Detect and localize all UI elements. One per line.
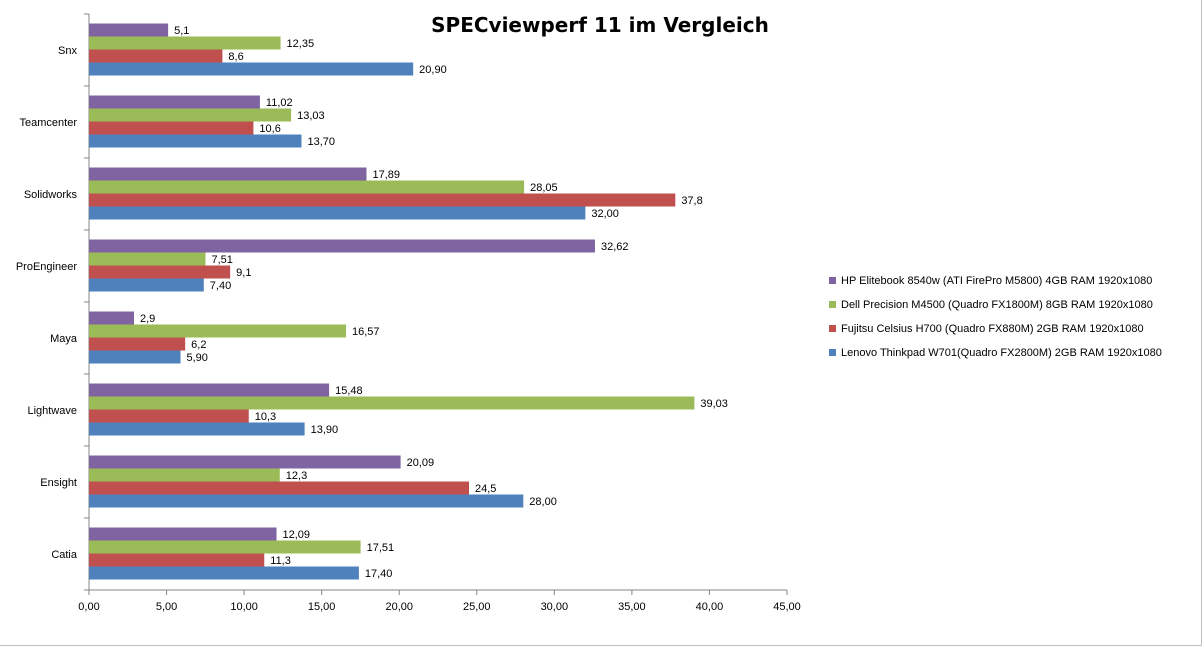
bar: [89, 193, 676, 207]
x-tick-label: 35,00: [618, 601, 646, 613]
x-tick-label: 30,00: [541, 601, 569, 613]
bar: [89, 494, 524, 508]
bar: [89, 180, 525, 194]
data-label: 12,09: [283, 529, 311, 541]
bar: [89, 566, 359, 580]
data-label: 20,90: [419, 64, 447, 76]
data-label: 13,70: [308, 136, 336, 148]
legend-label: Fujitsu Celsius H700 (Quadro FX880M) 2GB…: [841, 323, 1144, 335]
bar: [89, 468, 280, 482]
category-label: Teamcenter: [20, 117, 78, 129]
legend-label: Lenovo Thinkpad W701(Quadro FX2800M) 2GB…: [841, 347, 1162, 359]
data-label: 10,3: [255, 411, 276, 423]
data-label: 7,51: [211, 254, 232, 266]
legend-swatch: [829, 349, 836, 356]
bar: [89, 481, 470, 495]
data-label: 20,09: [407, 457, 435, 469]
category-label: Ensight: [40, 477, 77, 489]
bar: [89, 108, 292, 122]
legend-label: HP Elitebook 8540w (ATI FirePro M5800) 4…: [841, 275, 1152, 287]
bar: [89, 121, 254, 135]
x-tick-label: 15,00: [308, 601, 336, 613]
x-tick-label: 20,00: [385, 601, 413, 613]
legend-swatch: [829, 325, 836, 332]
bar: [89, 337, 186, 351]
data-label: 24,5: [475, 483, 496, 495]
data-label: 37,8: [681, 195, 702, 207]
data-label: 17,40: [365, 568, 393, 580]
bar: [89, 455, 401, 469]
bar: [89, 311, 134, 325]
bar: [89, 23, 169, 37]
bar: [89, 36, 281, 50]
legend-swatch: [829, 301, 836, 308]
x-tick-label: 45,00: [773, 601, 801, 613]
legend-swatch: [829, 277, 836, 284]
category-label: Solidworks: [24, 189, 78, 201]
data-label: 9,1: [236, 267, 251, 279]
x-tick-label: 40,00: [696, 601, 724, 613]
bar: [89, 134, 302, 148]
data-label: 13,03: [297, 110, 325, 122]
data-label: 5,90: [187, 352, 208, 364]
bar: [89, 206, 586, 220]
data-label: 11,02: [266, 97, 293, 109]
bar: [89, 540, 361, 554]
x-tick-label: 5,00: [156, 601, 177, 613]
bar: [89, 527, 277, 541]
bar: [89, 278, 204, 292]
bar: [89, 239, 595, 253]
data-label: 17,89: [372, 169, 400, 181]
data-label: 12,3: [286, 470, 307, 482]
x-tick-label: 0,00: [78, 601, 99, 613]
category-label: ProEngineer: [16, 261, 77, 273]
bar: [89, 265, 231, 279]
data-label: 32,62: [601, 241, 629, 253]
data-label: 2,9: [140, 313, 155, 325]
data-label: 5,1: [174, 25, 189, 37]
data-label: 15,48: [335, 385, 363, 397]
data-label: 28,05: [530, 182, 558, 194]
bar: [89, 350, 181, 364]
x-tick-label: 10,00: [230, 601, 258, 613]
category-label: Lightwave: [27, 405, 77, 417]
data-label: 16,57: [352, 326, 380, 338]
data-label: 6,2: [191, 339, 206, 351]
data-label: 7,40: [210, 280, 231, 292]
data-label: 12,35: [287, 38, 315, 50]
bar: [89, 49, 223, 63]
data-label: 11,3: [270, 555, 291, 567]
bar: [89, 95, 260, 109]
x-tick-label: 25,00: [463, 601, 491, 613]
chart-title: SPECviewperf 11 im Vergleich: [431, 13, 769, 37]
bar: [89, 167, 367, 181]
category-label: Maya: [50, 333, 78, 345]
bar: [89, 553, 265, 567]
legend-label: Dell Precision M4500 (Quadro FX1800M) 8G…: [841, 299, 1153, 311]
bar: [89, 383, 330, 397]
data-label: 10,6: [259, 123, 280, 135]
category-label: Snx: [58, 45, 77, 57]
bar: [89, 422, 305, 436]
data-label: 17,51: [367, 542, 395, 554]
bar: [89, 396, 695, 410]
bar: [89, 409, 249, 423]
data-label: 39,03: [700, 398, 728, 410]
category-label: Catia: [51, 549, 78, 561]
bar: [89, 252, 206, 266]
bar: [89, 62, 414, 76]
bar: [89, 324, 347, 338]
data-label: 8,6: [228, 51, 243, 63]
data-label: 13,90: [311, 424, 339, 436]
data-label: 32,00: [591, 208, 619, 220]
data-label: 28,00: [529, 496, 557, 508]
